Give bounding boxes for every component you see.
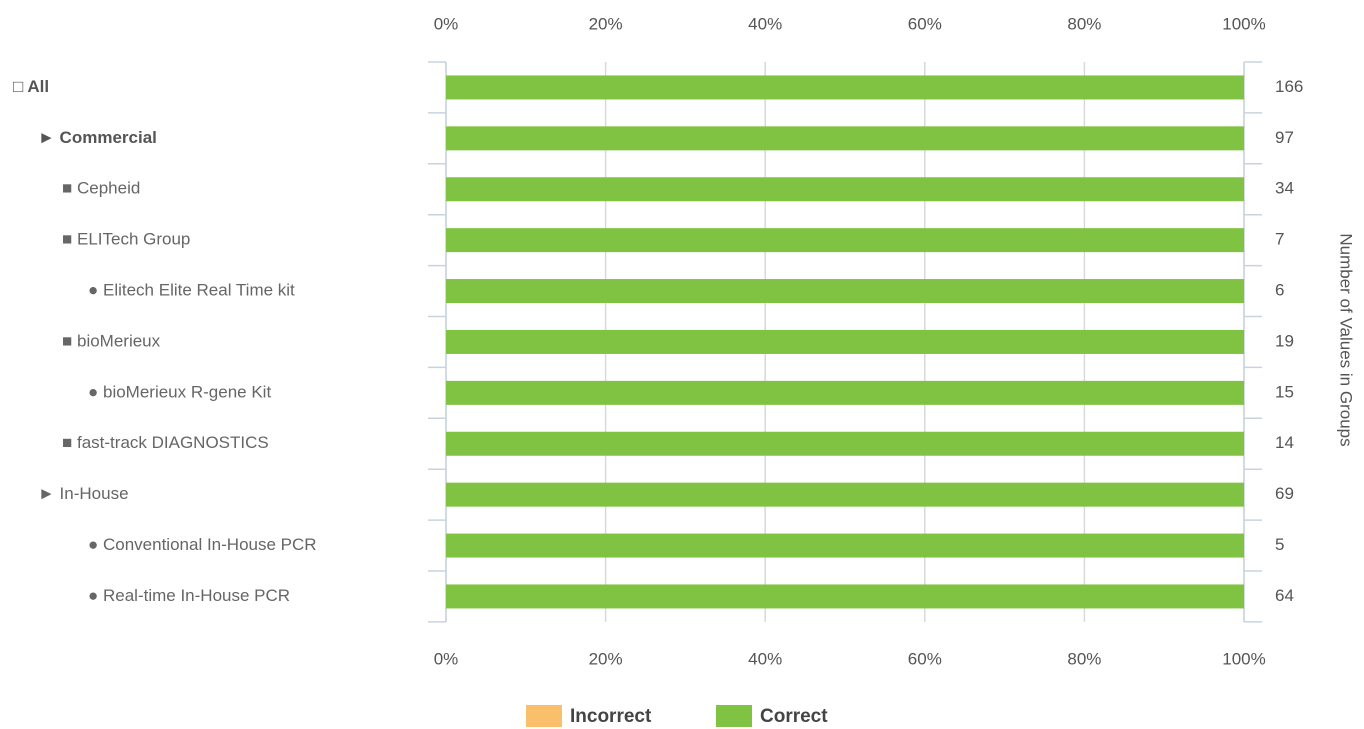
x-tick-label-bottom: 80% <box>1067 649 1101 668</box>
x-tick-label-bottom: 100% <box>1222 649 1265 668</box>
bar-segment <box>446 584 1244 609</box>
legend-label: Correct <box>760 706 828 727</box>
category-label: ► Commercial <box>38 128 157 147</box>
bar-segment <box>446 279 1244 304</box>
category-label: ● Conventional In-House PCR <box>88 535 317 554</box>
group-count: 97 <box>1275 128 1294 147</box>
category-label: □ All <box>13 77 49 96</box>
group-count: 5 <box>1275 535 1284 554</box>
category-label: ● bioMerieux R-gene Kit <box>88 382 271 401</box>
x-tick-label-bottom: 20% <box>589 649 623 668</box>
category-label: ■ bioMerieux <box>62 331 161 350</box>
x-tick-label-bottom: 60% <box>908 649 942 668</box>
bar-segment <box>446 75 1244 100</box>
x-tick-label-top: 80% <box>1067 14 1101 33</box>
group-count: 14 <box>1275 433 1294 452</box>
bar-segment <box>446 177 1244 202</box>
category-label: ● Real-time In-House PCR <box>88 586 290 605</box>
bar-segment <box>446 533 1244 558</box>
bar-segment <box>446 380 1244 405</box>
legend-label: Incorrect <box>570 706 652 727</box>
y2-axis-label: Number of Values in Groups <box>1337 233 1356 446</box>
group-count: 7 <box>1275 230 1284 249</box>
bar-segment <box>446 431 1244 456</box>
bar-segment <box>446 126 1244 151</box>
group-count: 19 <box>1275 331 1294 350</box>
group-count: 15 <box>1275 382 1294 401</box>
category-label: ► In-House <box>38 484 129 503</box>
x-tick-label-bottom: 0% <box>434 649 459 668</box>
bar-segment <box>446 329 1244 354</box>
x-tick-label-top: 0% <box>434 14 459 33</box>
group-count: 166 <box>1275 77 1303 96</box>
x-tick-label-top: 20% <box>589 14 623 33</box>
group-count: 6 <box>1275 281 1284 300</box>
category-label: ● Elitech Elite Real Time kit <box>88 281 295 300</box>
group-count: 64 <box>1275 586 1294 605</box>
x-tick-label-top: 100% <box>1222 14 1265 33</box>
category-label: ■ ELITech Group <box>62 230 190 249</box>
bar-segment <box>446 482 1244 507</box>
legend-swatch <box>526 705 562 727</box>
category-label: ■ Cepheid <box>62 179 140 198</box>
group-count: 69 <box>1275 484 1294 503</box>
category-label: ■ fast-track DIAGNOSTICS <box>62 433 269 452</box>
bar-segment <box>446 228 1244 253</box>
x-tick-label-top: 40% <box>748 14 782 33</box>
x-tick-label-top: 60% <box>908 14 942 33</box>
group-count: 34 <box>1275 179 1294 198</box>
legend-swatch <box>716 705 752 727</box>
x-tick-label-bottom: 40% <box>748 649 782 668</box>
